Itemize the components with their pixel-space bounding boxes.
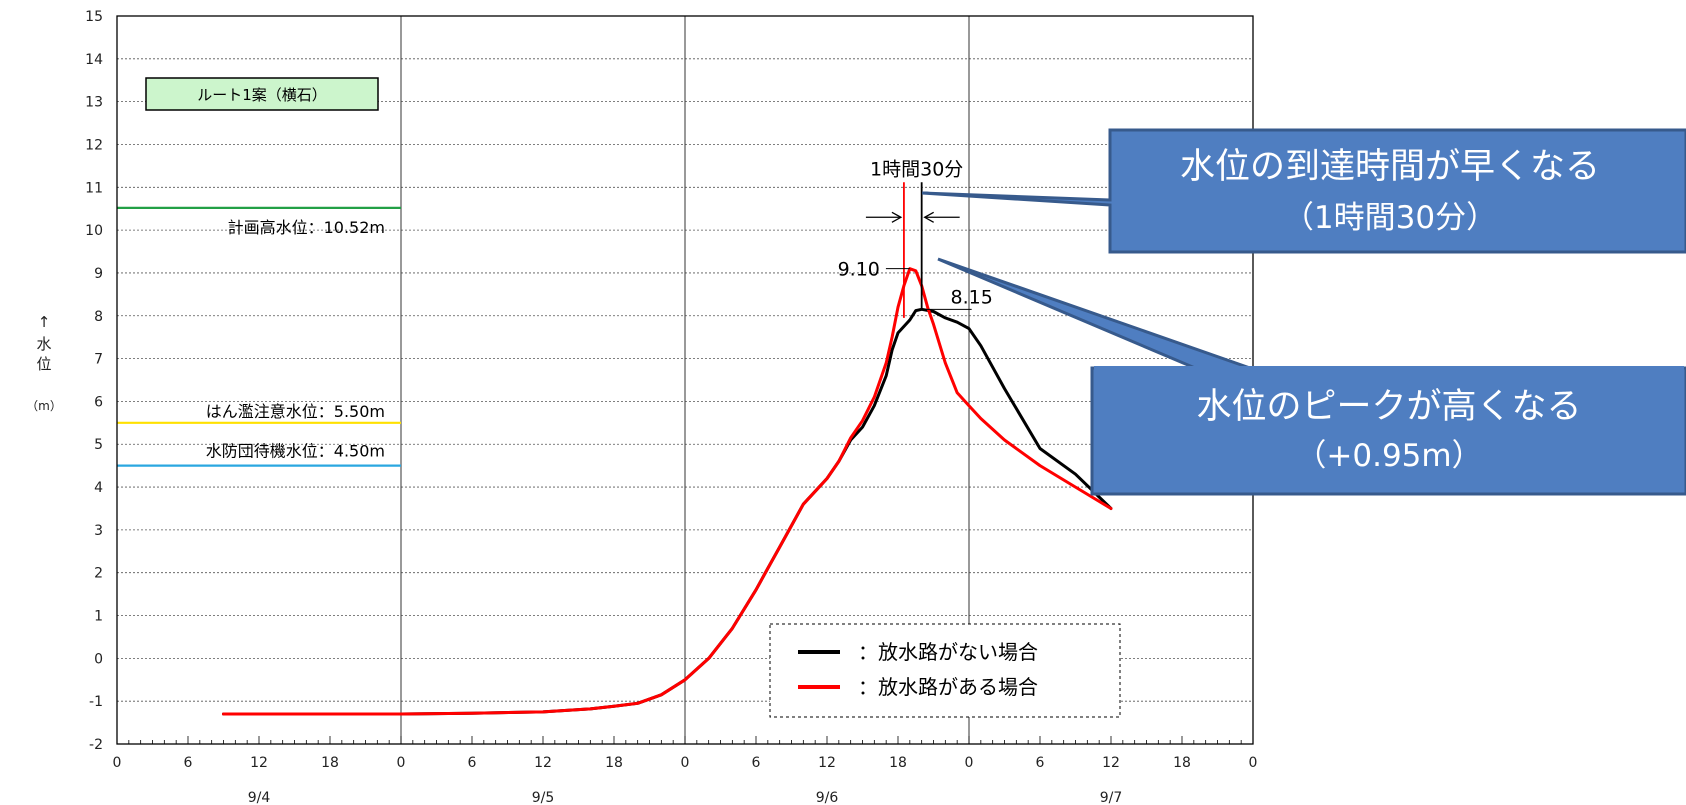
y-tick-label: 4 [94,480,103,496]
arrowhead-left [891,211,903,223]
title-box [145,77,379,111]
date-label: 9/7 [1100,790,1123,805]
x-tick-label: 12 [534,755,552,771]
legend-label: ：放水路がある場合 [858,675,1038,699]
x-tick-label: 6 [752,755,761,771]
callout-2-shape [937,257,1686,496]
peak-without-value: 8.15 [951,286,993,308]
y-tick-label: 3 [94,523,103,539]
callout-1-line2: （1時間30分） [1283,200,1497,236]
x-tick-label: 18 [1173,755,1191,771]
x-tick-label: 0 [397,755,406,771]
reference-line-label: 計画高水位：10.52m [228,218,385,237]
y-tick-label: 0 [94,651,103,667]
x-tick-label: 0 [965,755,974,771]
peak-with-value: 9.10 [838,259,880,281]
x-tick-label: 0 [113,755,122,771]
y-tick-label: 2 [94,566,103,582]
reference-line-label: 水防団待機水位：4.50m [206,442,385,461]
y-tick-label: 5 [94,437,103,453]
x-tick-label: 18 [889,755,907,771]
y-tick-label: 15 [85,9,103,25]
legend: ：放水路がない場合 ：放水路がある場合 [769,623,1121,718]
callout-2-line2: （+0.95m） [1295,438,1482,474]
time-diff-label: 1時間30分 [870,158,963,180]
series-lines [222,267,1113,716]
callout-1-shape [921,128,1686,254]
reference-line-label: はん濫注意水位：5.50m [206,402,385,421]
y-tick-label: 7 [94,352,103,368]
peak-annotations: 1時間30分 9.10 8.15 [838,158,993,318]
y-tick-label: -1 [89,694,103,710]
y-tick-label: 1 [94,609,103,625]
reference-lines: 計画高水位：10.52m はん濫注意水位：5.50m 水防団待機水位：4.50m [117,206,401,467]
chart-title: ルート1案（横石） [197,86,327,104]
x-tick-label: 12 [818,755,836,771]
callouts: 水位の到達時間が早くなる （1時間30分） 水位のピークが高くなる （+0.95m） [921,128,1686,496]
y-axis-label: 位 [36,355,51,373]
callout-2-line1: 水位のピークが高くなる [1196,387,1581,427]
x-tick-label: 18 [321,755,339,771]
y-tick-label: 13 [85,95,103,111]
y-axis-label: 水 [36,335,51,353]
y-axis-label: （m） [26,399,62,413]
arrowhead-right [923,211,934,223]
y-axis-label: ↑ [38,313,51,331]
callout-2-seam [1094,366,1684,370]
y-tick-label: 11 [85,180,103,196]
x-tick-label: 6 [468,755,477,771]
y-tick-label: 8 [94,309,103,325]
x-tick-label: 0 [1249,755,1258,771]
x-tick-label: 0 [681,755,690,771]
x-tick-label: 12 [1102,755,1120,771]
series-line-with-channel [222,267,1113,716]
y-tick-label: 10 [85,223,103,239]
legend-label: ：放水路がない場合 [858,640,1038,664]
legend-box [769,623,1121,718]
date-label: 9/6 [816,790,839,805]
x-tick-label: 6 [1036,755,1045,771]
y-tick-label: -2 [89,737,103,753]
date-label: 9/4 [248,790,271,805]
date-label: 9/5 [532,790,555,805]
x-tick-label: 18 [605,755,623,771]
y-tick-label: 12 [85,137,103,153]
y-tick-label: 9 [94,266,103,282]
callout-1-line1: 水位の到達時間が早くなる [1180,147,1600,187]
y-tick-label: 14 [85,52,103,68]
y-tick-label: 6 [94,394,103,410]
x-tick-label: 12 [250,755,268,771]
x-tick-label: 6 [184,755,193,771]
